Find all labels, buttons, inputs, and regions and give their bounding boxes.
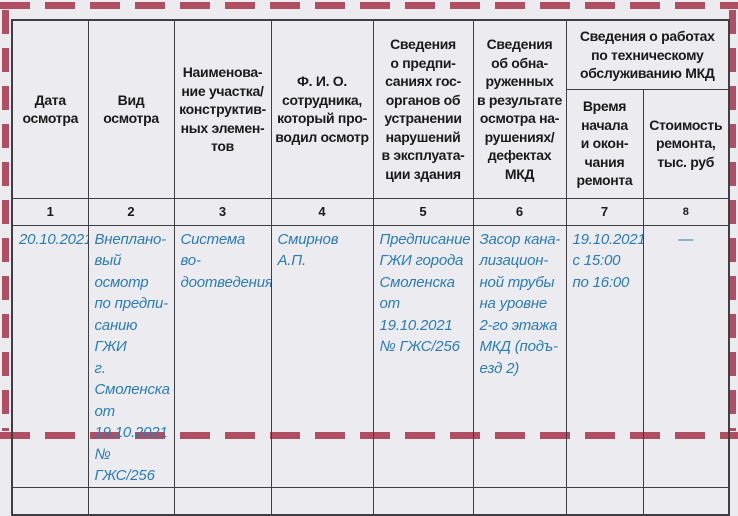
column-number: 4 xyxy=(270,197,374,226)
border-dash-left xyxy=(2,10,9,431)
column-number: 2 xyxy=(87,197,175,226)
header-cell-repair-time: Время начала и окон- чания ремонта xyxy=(565,88,644,199)
header-cell-employee-name: Ф. И. О. сотрудника, который про- водил … xyxy=(270,19,374,199)
cell-empty xyxy=(472,486,567,516)
border-dash-top xyxy=(0,2,738,9)
header-row: Дата осмотра Вид осмотра Наименова- ние … xyxy=(11,19,730,199)
column-number: 6 xyxy=(472,197,567,226)
cell-element-name: Система во- доотведения xyxy=(173,224,272,488)
header-cell-repair-cost: Стоимость ремонта, тыс. руб xyxy=(642,88,730,199)
cell-empty xyxy=(642,486,730,516)
cell-inspection-date: 20.10.2021 xyxy=(11,224,89,488)
cell-empty xyxy=(173,486,272,516)
cell-empty xyxy=(372,486,474,516)
column-numbers-row: 1 2 3 4 5 6 7 8 xyxy=(11,197,730,226)
cell-empty xyxy=(11,486,89,516)
cell-orders-info: Предписание ГЖИ города Смоленска от 19.1… xyxy=(372,224,474,488)
cell-repair-cost: — xyxy=(642,224,730,488)
border-dash-right xyxy=(729,10,736,431)
header-cell-element-name: Наименова- ние участка/ конструктив- ных… xyxy=(173,19,272,199)
header-cell-inspection-date: Дата осмотра xyxy=(11,19,89,199)
cell-empty xyxy=(270,486,374,516)
header-cell-orders-info: Сведения о предпи- саниях гос- органов о… xyxy=(372,19,474,199)
column-number: 5 xyxy=(372,197,474,226)
inspection-log-table: Дата осмотра Вид осмотра Наименова- ние … xyxy=(11,19,730,516)
entry-row: 20.10.2021 Внеплано- вый осмотр по предп… xyxy=(11,224,730,488)
header-subrow: Время начала и окон- чания ремонта Стоим… xyxy=(12,88,730,199)
empty-entry-row xyxy=(11,486,730,516)
cell-empty xyxy=(565,486,644,516)
cell-repair-time: 19.10.2021 с 15:00 по 16:00 xyxy=(565,224,644,488)
cell-defects-info: Засор кана- лизацион- ной трубы на уровн… xyxy=(472,224,567,488)
cell-empty xyxy=(87,486,175,516)
column-number: 8 xyxy=(642,197,730,226)
column-number: 1 xyxy=(11,197,89,226)
cell-inspection-type: Внеплано- вый осмотр по предпи- санию ГЖ… xyxy=(87,224,175,488)
header-cell-inspection-type: Вид осмотра xyxy=(87,19,175,199)
header-group-maintenance-work: Сведения о работах по техническому обслу… xyxy=(565,19,730,90)
column-number: 7 xyxy=(565,197,644,226)
cell-employee-name: Смирнов А.П. xyxy=(270,224,374,488)
header-cell-defects-info: Сведения об обна- руженных в результате … xyxy=(472,19,567,199)
column-number: 3 xyxy=(173,197,272,226)
